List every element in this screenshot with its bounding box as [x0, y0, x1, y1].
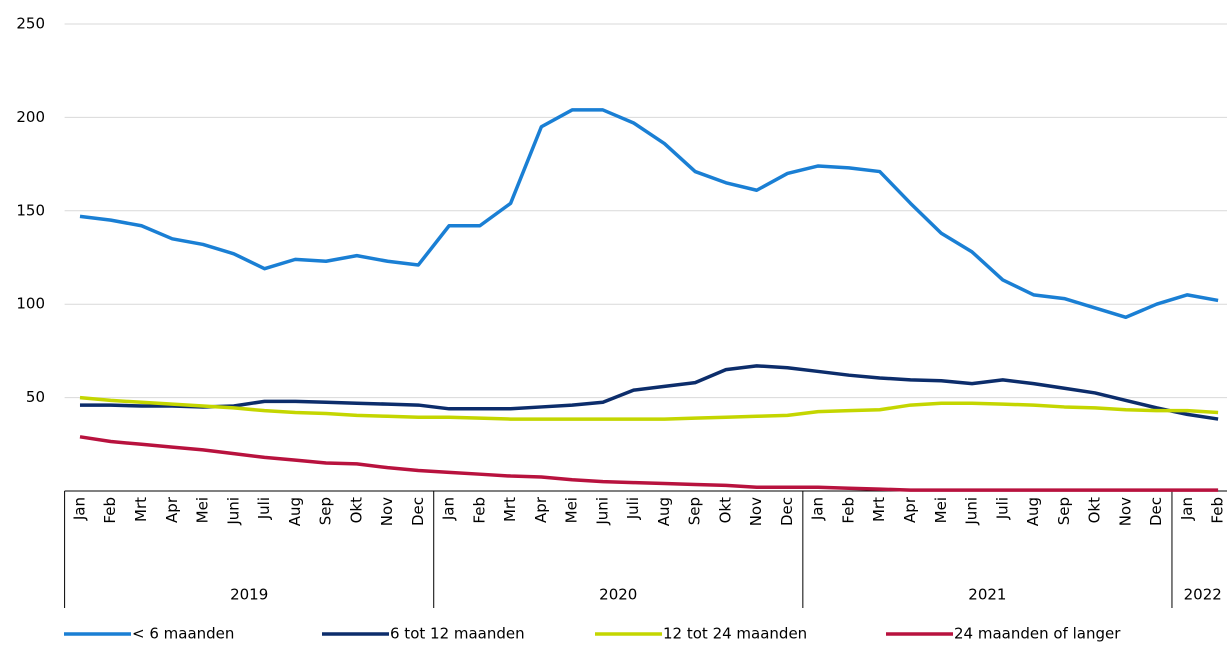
x-tick-label: Feb	[101, 497, 119, 524]
x-tick-label: Dec	[409, 497, 427, 526]
y-tick-label: 200	[16, 108, 45, 126]
legend-label: 12 tot 24 maanden	[663, 625, 807, 643]
x-tick-label: Juli	[624, 497, 642, 520]
y-tick-label: 100	[16, 295, 45, 313]
x-tick-label: Mrt	[132, 497, 150, 522]
x-tick-label: Nov	[1116, 497, 1134, 526]
x-tick-label: Feb	[470, 497, 488, 524]
legend-label: 24 maanden of langer	[954, 625, 1121, 643]
x-tick-label: Sep	[686, 497, 704, 525]
group-label: 2019	[230, 586, 268, 604]
y-tick-label: 150	[16, 201, 45, 219]
x-tick-label: Jan	[809, 497, 827, 521]
x-tick-label: Jan	[1178, 497, 1196, 521]
x-tick-label: Mrt	[870, 497, 888, 522]
x-tick-label: Jan	[440, 497, 458, 521]
x-tick-label: Apr	[901, 496, 919, 523]
line-series	[79, 435, 1219, 492]
x-tick-label: Okt	[716, 497, 734, 523]
x-tick-label: Aug	[286, 497, 304, 526]
x-tick-label: Aug	[1024, 497, 1042, 526]
y-tick-label: 50	[26, 388, 45, 406]
line-series	[79, 364, 1219, 421]
group-label: 2021	[968, 586, 1006, 604]
line-series	[79, 395, 1219, 421]
x-tick-label: Juni	[224, 497, 242, 526]
x-tick-label: Juni	[963, 497, 981, 526]
x-tick-label: Okt	[1086, 497, 1104, 523]
x-tick-label: Juli	[255, 497, 273, 520]
x-tick-label: Sep	[1055, 497, 1073, 525]
x-tick-label: Mei	[563, 497, 581, 523]
x-tick-label: Feb	[1209, 497, 1227, 524]
legend-label: 6 tot 12 maanden	[390, 625, 525, 643]
x-tick-label: Jan	[70, 497, 88, 521]
x-tick-label: Dec	[1147, 497, 1165, 526]
legend-label: < 6 maanden	[132, 625, 234, 643]
x-tick-label: Mrt	[501, 497, 519, 522]
x-tick-label: Nov	[378, 497, 396, 526]
x-tick-label: Okt	[347, 497, 365, 523]
x-tick-label: Mei	[932, 497, 950, 523]
x-tick-label: Juli	[993, 497, 1011, 520]
group-label: 2020	[599, 586, 637, 604]
x-tick-label: Juni	[593, 497, 611, 526]
x-tick-label: Feb	[839, 497, 857, 524]
line-series	[79, 108, 1219, 320]
x-tick-label: Nov	[747, 497, 765, 526]
y-tick-label: 250	[16, 15, 45, 33]
x-tick-label: Mei	[194, 497, 212, 523]
x-tick-label: Sep	[317, 497, 335, 525]
x-tick-label: Aug	[655, 497, 673, 526]
x-tick-label: Apr	[163, 496, 181, 523]
x-tick-label: Dec	[778, 497, 796, 526]
x-tick-label: Apr	[532, 496, 550, 523]
group-label: 2022	[1184, 586, 1222, 604]
